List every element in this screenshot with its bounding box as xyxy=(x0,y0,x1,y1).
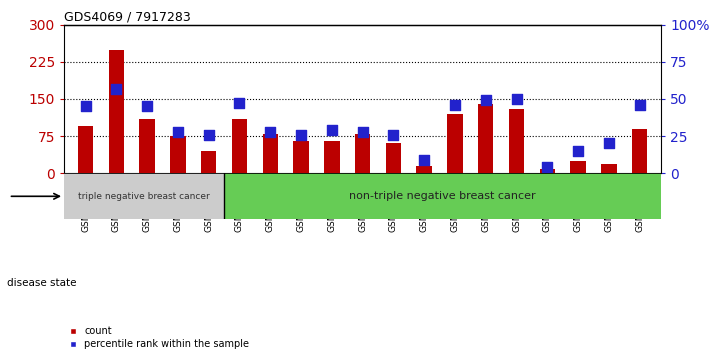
Point xyxy=(234,101,245,106)
Bar xyxy=(632,129,648,173)
Text: non-triple negative breast cancer: non-triple negative breast cancer xyxy=(349,191,536,201)
Point xyxy=(295,132,306,137)
Bar xyxy=(570,161,586,173)
Bar xyxy=(201,151,216,173)
Point xyxy=(172,129,183,135)
Point xyxy=(419,157,430,162)
Text: disease state: disease state xyxy=(7,278,77,288)
Point xyxy=(387,132,399,137)
Point xyxy=(603,141,614,146)
Point xyxy=(357,129,368,135)
Point xyxy=(510,96,522,102)
Point xyxy=(542,164,553,170)
Bar xyxy=(355,133,370,173)
Bar xyxy=(324,141,340,173)
Point xyxy=(203,132,215,137)
Bar xyxy=(602,164,616,173)
Bar xyxy=(109,50,124,173)
Bar xyxy=(170,136,186,173)
Bar xyxy=(232,119,247,173)
Text: GDS4069 / 7917283: GDS4069 / 7917283 xyxy=(64,11,191,24)
Bar xyxy=(294,141,309,173)
Bar xyxy=(385,143,401,173)
Bar xyxy=(224,173,661,219)
Bar xyxy=(509,109,524,173)
Point xyxy=(111,86,122,91)
Point xyxy=(80,103,91,109)
Bar xyxy=(77,126,93,173)
Bar xyxy=(64,173,224,219)
Bar xyxy=(262,133,278,173)
Point xyxy=(326,127,338,133)
Point xyxy=(141,103,153,109)
Point xyxy=(480,98,491,103)
Point xyxy=(449,102,461,108)
Point xyxy=(572,148,584,154)
Bar xyxy=(417,166,432,173)
Bar xyxy=(540,169,555,173)
Legend: count, percentile rank within the sample: count, percentile rank within the sample xyxy=(69,326,250,349)
Text: triple negative breast cancer: triple negative breast cancer xyxy=(78,192,210,201)
Bar xyxy=(139,119,155,173)
Point xyxy=(264,129,276,135)
Bar xyxy=(447,114,463,173)
Bar xyxy=(478,104,493,173)
Point xyxy=(634,102,646,108)
